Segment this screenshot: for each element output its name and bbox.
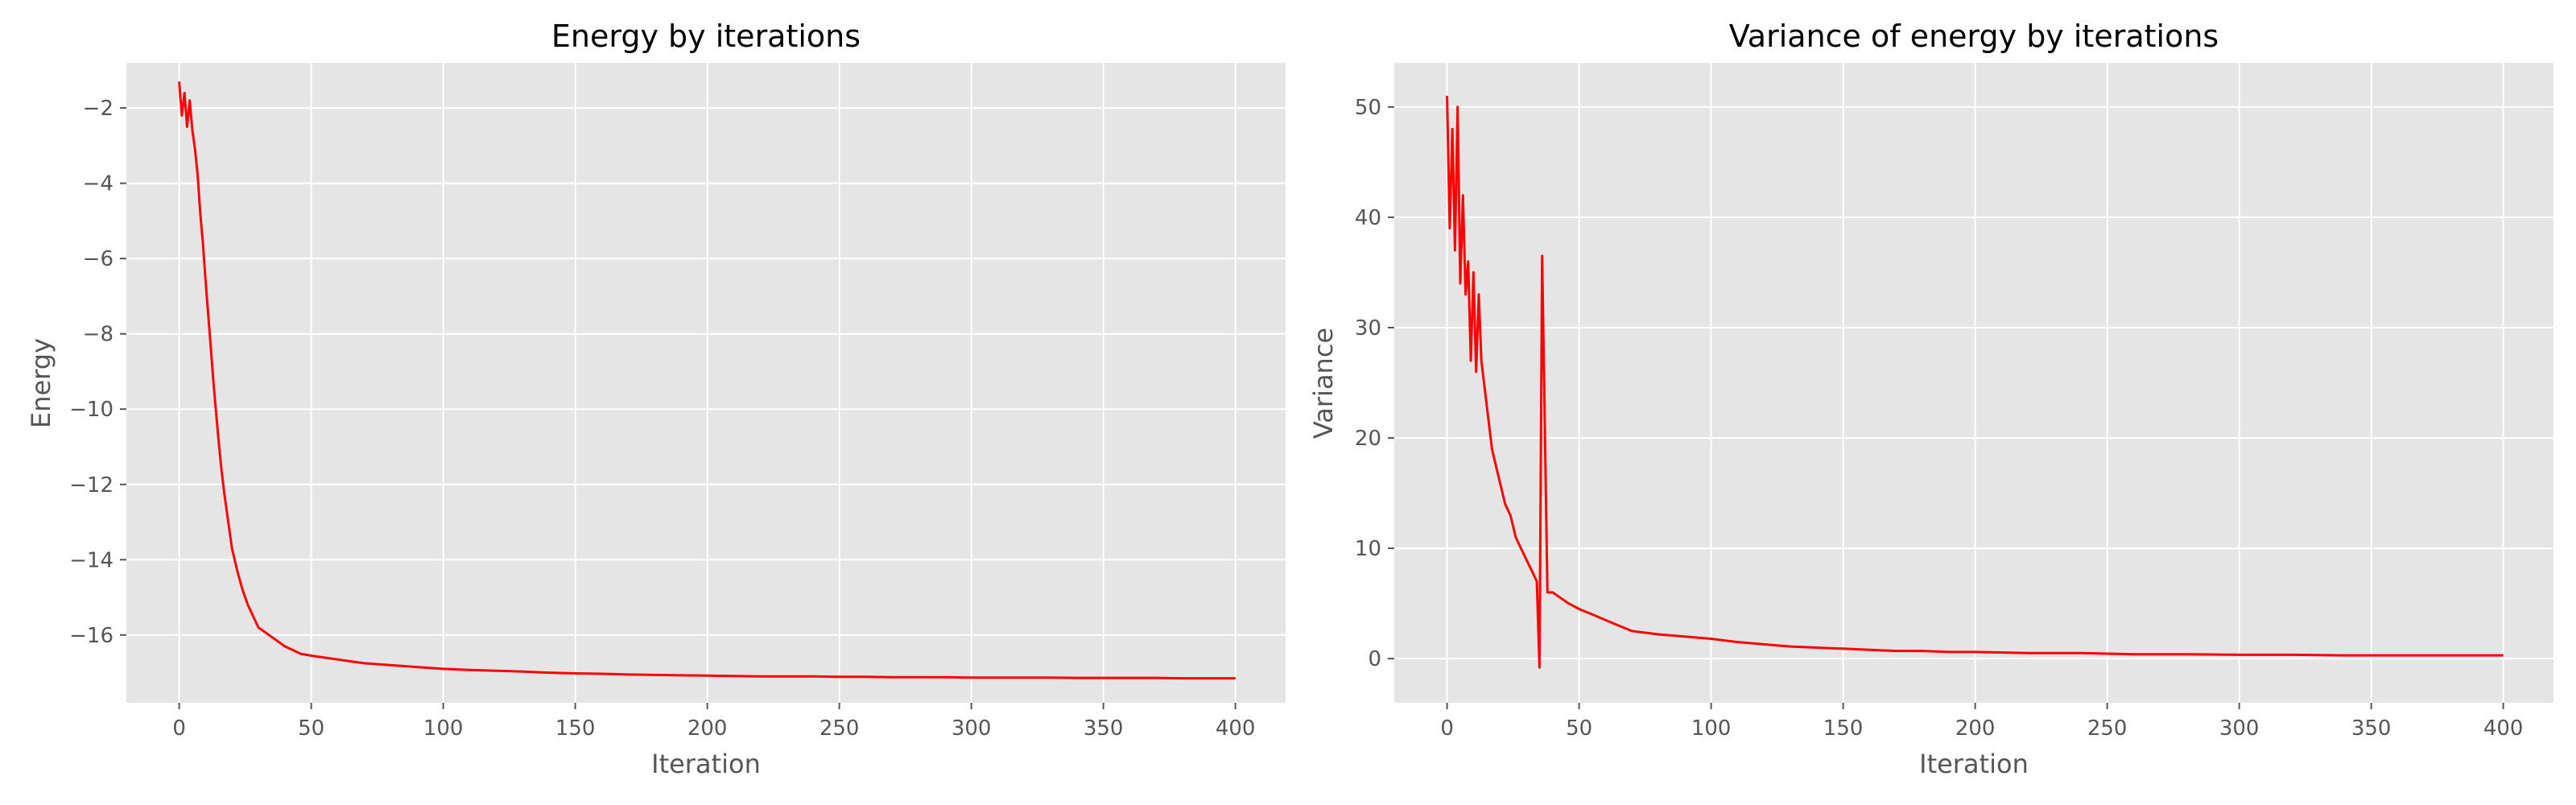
energy-y-tick-label: −10 [69,398,114,422]
energy-x-tick-label: 150 [555,716,596,741]
variance-x-tick-label: 400 [2483,716,2524,741]
energy-y-tick-label: −14 [69,548,114,572]
variance-series-line [1446,96,2504,669]
energy-y-tick-label: −2 [83,97,114,121]
variance-x-tick-label: 150 [1823,716,1864,741]
energy-series [178,81,1236,680]
variance-ticks: 0 50 100 150 200 250 300 350 400 0 10 20 30 40 50 [1355,96,2524,741]
energy-chart: 0 50 100 150 200 250 300 350 400 −16 −14 −12 −10 −8 −6… [26,19,1286,779]
variance-series [1446,96,2504,669]
energy-y-tick-label: −12 [69,473,114,497]
energy-x-tick-label: 50 [298,716,324,741]
energy-x-axis-label: Iteration [651,749,761,779]
energy-chart-title: Energy by iterations [551,19,861,54]
energy-y-tick-label: −16 [69,624,114,648]
variance-chart-title: Variance of energy by iterations [1729,19,2219,54]
energy-x-tick-label: 400 [1216,716,1256,741]
energy-y-tick-label: −6 [83,247,114,271]
variance-gridlines [1394,63,2553,703]
variance-x-tick-label: 350 [2351,716,2392,741]
variance-y-axis-label: Variance [1308,328,1339,439]
energy-y-tick-label: −8 [83,323,114,347]
energy-x-tick-label: 0 [172,716,186,741]
variance-x-tick-label: 0 [1440,716,1454,741]
energy-y-axis-label: Energy [26,338,56,428]
variance-x-tick-label: 300 [2219,716,2260,741]
energy-x-tick-label: 100 [423,716,464,741]
energy-x-tick-label: 350 [1084,716,1124,741]
variance-x-tick-label: 200 [1955,716,1996,741]
energy-x-tick-label: 300 [952,716,992,741]
energy-plot-area [126,63,1286,703]
energy-x-tick-label: 200 [687,716,728,741]
variance-chart: 0 50 100 150 200 250 300 350 400 0 10 20 30 40 50 Vari… [1308,19,2553,779]
energy-y-tick-label: −4 [83,172,114,196]
variance-y-tick-label: 20 [1355,427,1381,451]
energy-ticks: 0 50 100 150 200 250 300 350 400 −16 −14 −12 −10 −8 −6… [69,97,1255,741]
variance-y-tick-label: 10 [1355,537,1381,561]
energy-gridlines [126,63,1286,703]
variance-x-tick-label: 50 [1566,716,1592,741]
variance-y-tick-label: 0 [1368,647,1381,671]
energy-series-line [178,81,1236,680]
energy-x-tick-label: 250 [819,716,860,741]
variance-y-tick-label: 50 [1355,96,1381,120]
variance-x-tick-label: 100 [1691,716,1732,741]
variance-x-axis-label: Iteration [1919,749,2029,779]
variance-y-tick-label: 40 [1355,206,1381,230]
variance-plot-area [1394,63,2553,703]
variance-y-tick-label: 30 [1355,316,1381,341]
variance-x-tick-label: 250 [2087,716,2128,741]
